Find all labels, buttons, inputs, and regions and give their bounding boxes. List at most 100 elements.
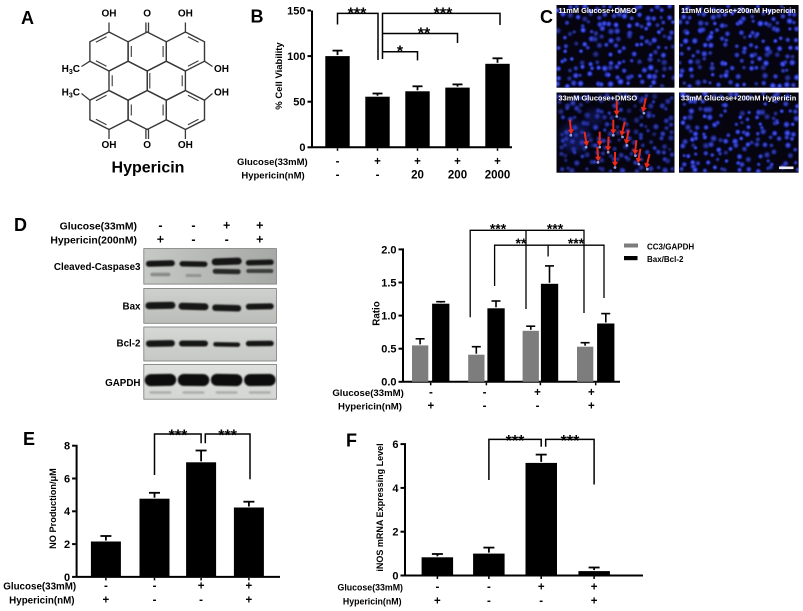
svg-text:***: *** bbox=[169, 428, 188, 445]
svg-text:6: 6 bbox=[64, 473, 70, 485]
svg-text:11mM Glucose+DMSO: 11mM Glucose+DMSO bbox=[559, 6, 637, 15]
svg-text:***: *** bbox=[434, 5, 453, 22]
svg-text:GAPDH: GAPDH bbox=[105, 378, 140, 389]
svg-text:***: *** bbox=[568, 235, 585, 251]
svg-text:Hypericin: Hypericin bbox=[112, 160, 185, 177]
svg-text:+: + bbox=[223, 219, 230, 233]
svg-text:Glucose(33mM): Glucose(33mM) bbox=[237, 157, 308, 168]
svg-text:100: 100 bbox=[287, 51, 305, 63]
svg-text:H3C: H3C bbox=[62, 88, 80, 100]
svg-text:2: 2 bbox=[64, 539, 70, 551]
svg-text:2: 2 bbox=[392, 527, 398, 539]
svg-text:+: + bbox=[246, 595, 253, 607]
svg-text:2.0: 2.0 bbox=[381, 244, 396, 256]
svg-text:+: + bbox=[434, 595, 441, 607]
svg-text:0.0: 0.0 bbox=[381, 377, 396, 389]
svg-text:1.5: 1.5 bbox=[381, 277, 396, 289]
svg-text:-: - bbox=[483, 387, 487, 399]
svg-text:-: - bbox=[487, 581, 491, 593]
svg-text:-: - bbox=[487, 595, 491, 607]
svg-text:iNOS mRNA Expressing Level: iNOS mRNA Expressing Level bbox=[375, 443, 385, 571]
svg-text:H3C: H3C bbox=[62, 64, 80, 76]
svg-text:-: - bbox=[376, 169, 380, 181]
svg-text:OH: OH bbox=[214, 64, 229, 75]
svg-text:***: *** bbox=[547, 220, 564, 236]
svg-text:0: 0 bbox=[299, 142, 305, 154]
svg-text:**: ** bbox=[418, 26, 431, 43]
svg-text:-: - bbox=[191, 219, 195, 233]
svg-text:Bax/Bcl-2: Bax/Bcl-2 bbox=[647, 255, 684, 264]
svg-text:Hypericin(nM): Hypericin(nM) bbox=[241, 170, 304, 181]
svg-text:+: + bbox=[256, 219, 263, 233]
svg-text:OH: OH bbox=[102, 140, 117, 151]
svg-text:6: 6 bbox=[392, 439, 398, 451]
svg-text:-: - bbox=[104, 581, 108, 593]
svg-text:A: A bbox=[21, 8, 34, 28]
svg-text:Hypericin(200nM): Hypericin(200nM) bbox=[50, 236, 137, 247]
svg-text:***: *** bbox=[506, 433, 525, 450]
svg-text:+: + bbox=[428, 401, 435, 413]
svg-text:-: - bbox=[536, 401, 540, 413]
svg-text:O: O bbox=[143, 140, 151, 151]
svg-text:+: + bbox=[591, 595, 598, 607]
svg-text:4: 4 bbox=[64, 506, 71, 518]
svg-text:0: 0 bbox=[392, 570, 398, 582]
svg-text:-: - bbox=[539, 595, 543, 607]
svg-text:-: - bbox=[153, 581, 157, 593]
svg-text:Glucose(33mM): Glucose(33mM) bbox=[60, 222, 137, 233]
svg-text:50: 50 bbox=[293, 97, 305, 109]
svg-text:2000: 2000 bbox=[485, 169, 511, 181]
svg-text:Bcl-2: Bcl-2 bbox=[117, 339, 142, 350]
svg-text:8: 8 bbox=[64, 441, 70, 453]
svg-text:B: B bbox=[251, 7, 264, 27]
svg-text:-: - bbox=[429, 387, 433, 399]
svg-text:C: C bbox=[540, 7, 553, 27]
svg-text:% Cell Viability: % Cell Viability bbox=[274, 42, 285, 110]
svg-text:20: 20 bbox=[411, 169, 424, 181]
svg-text:0: 0 bbox=[64, 572, 70, 584]
svg-text:+: + bbox=[414, 156, 421, 168]
svg-text:**: ** bbox=[516, 235, 527, 251]
svg-text:0.5: 0.5 bbox=[381, 344, 396, 356]
svg-text:F: F bbox=[346, 431, 357, 451]
svg-text:+: + bbox=[588, 387, 595, 399]
svg-text:+: + bbox=[198, 581, 205, 593]
svg-text:OH: OH bbox=[102, 8, 117, 19]
svg-text:-: - bbox=[435, 581, 439, 593]
svg-text:4: 4 bbox=[392, 483, 399, 495]
svg-text:33mM Glucose+DMSO: 33mM Glucose+DMSO bbox=[559, 93, 638, 102]
svg-text:+: + bbox=[588, 401, 595, 413]
svg-text:-: - bbox=[336, 169, 340, 181]
svg-text:-: - bbox=[191, 233, 195, 247]
svg-text:-: - bbox=[225, 233, 229, 247]
svg-text:+: + bbox=[103, 595, 110, 607]
svg-text:Glucose(33mM): Glucose(33mM) bbox=[332, 388, 403, 399]
svg-text:O: O bbox=[143, 8, 151, 19]
svg-text:Ratio: Ratio bbox=[372, 301, 383, 326]
svg-text:+: + bbox=[157, 233, 164, 247]
svg-text:Hypericin(nM): Hypericin(nM) bbox=[338, 402, 402, 413]
svg-text:Glucose(33mM): Glucose(33mM) bbox=[3, 582, 76, 593]
svg-text:Bax: Bax bbox=[123, 302, 142, 313]
svg-text:33mM Glucose+200nM Hypericin: 33mM Glucose+200nM Hypericin bbox=[681, 93, 797, 102]
svg-text:Cleaved-Caspase3: Cleaved-Caspase3 bbox=[54, 262, 141, 273]
svg-text:***: *** bbox=[490, 220, 507, 236]
svg-text:-: - bbox=[199, 595, 203, 607]
svg-text:***: *** bbox=[218, 428, 237, 445]
svg-text:*: * bbox=[397, 44, 404, 61]
svg-text:Hypericin(nM): Hypericin(nM) bbox=[343, 596, 402, 606]
svg-text:+: + bbox=[538, 581, 545, 593]
svg-text:150: 150 bbox=[287, 5, 305, 17]
svg-text:D: D bbox=[14, 215, 27, 235]
svg-text:-: - bbox=[158, 219, 162, 233]
svg-text:1.0: 1.0 bbox=[381, 311, 396, 323]
svg-text:Hypericin(nM): Hypericin(nM) bbox=[9, 596, 74, 607]
svg-text:-: - bbox=[483, 401, 487, 413]
svg-text:+: + bbox=[374, 156, 381, 168]
svg-text:***: *** bbox=[561, 433, 580, 450]
svg-text:+: + bbox=[534, 387, 541, 399]
svg-text:OH: OH bbox=[214, 88, 229, 99]
svg-text:+: + bbox=[591, 581, 598, 593]
svg-text:NO Production/μM: NO Production/μM bbox=[48, 468, 58, 549]
svg-text:+: + bbox=[494, 156, 501, 168]
